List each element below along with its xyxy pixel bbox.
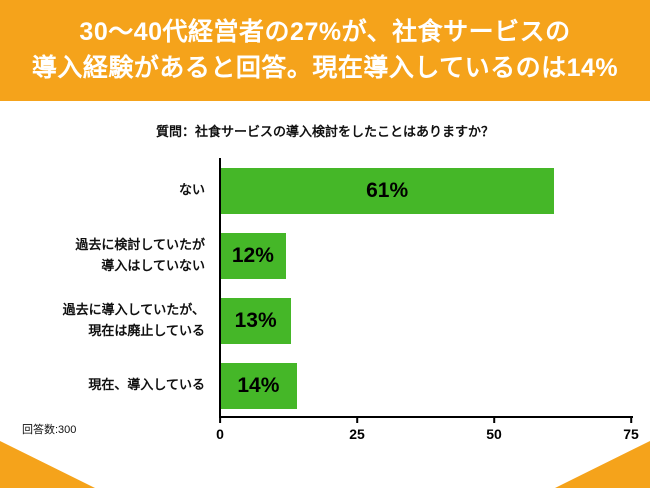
x-tick-label: 75 (623, 426, 639, 442)
value-label: 13% (234, 308, 277, 332)
bar-track: 14% (220, 362, 631, 409)
y-axis-line (219, 158, 221, 418)
bar-track: 61% (220, 167, 631, 214)
x-tick-label: 0 (216, 426, 224, 442)
x-tick: 0 (216, 418, 224, 442)
chart-row: 現在、導入している 14% (0, 353, 650, 418)
bar-chart: ない 61% 過去に検討していたが 導入はしていない 12% 過去に導入していたが、 現在は… (0, 158, 650, 442)
value-label: 61% (366, 178, 409, 202)
x-tick-mark (355, 418, 358, 423)
bar-track: 13% (220, 297, 631, 344)
value-label: 14% (237, 373, 280, 397)
value-label: 12% (231, 243, 274, 267)
category-label: ない (178, 182, 205, 198)
x-axis-ticks: 0 25 50 75 (216, 418, 639, 450)
bar: 61% (220, 167, 555, 214)
x-tick-mark (218, 418, 221, 423)
x-tick: 50 (486, 418, 502, 442)
chart-row: ない 61% (0, 158, 650, 223)
bar: 13% (220, 297, 292, 344)
category-label: 現在、導入している (88, 377, 205, 393)
bar-track: 12% (220, 232, 631, 279)
bar: 14% (220, 362, 297, 409)
chart-question: 質問：社食サービスの導入検討をしたことはありますか？ (155, 124, 494, 139)
category-label: 過去に導入していたが、 現在は廃止している (62, 302, 205, 338)
title-banner: 30〜40代経営者の27%が、社食サービスの 導入経験があると回答。現在導入して… (0, 0, 650, 101)
x-tick: 75 (623, 418, 639, 442)
x-tick-label: 25 (349, 426, 365, 442)
bar: 12% (220, 232, 286, 279)
x-tick-mark (492, 418, 495, 423)
corner-triangle-left (0, 441, 95, 488)
banner-line1: 30〜40代経営者の27%が、社食サービスの (79, 18, 571, 46)
x-axis-line (219, 416, 633, 418)
chart-row: 過去に検討していたが 導入はしていない 12% (0, 223, 650, 288)
chart-rows: ない 61% 過去に検討していたが 導入はしていない 12% 過去に導入していたが、 現在は… (0, 158, 650, 418)
x-tick-label: 50 (486, 426, 502, 442)
x-tick: 25 (349, 418, 365, 442)
x-tick-mark (629, 418, 632, 423)
banner-line2: 導入経験があると回答。現在導入しているのは14% (31, 53, 619, 82)
chart-row: 過去に導入していたが、 現在は廃止している 13% (0, 288, 650, 353)
category-label: 過去に検討していたが 導入はしていない (75, 237, 205, 273)
respondent-count: 回答数:300 (22, 424, 77, 436)
